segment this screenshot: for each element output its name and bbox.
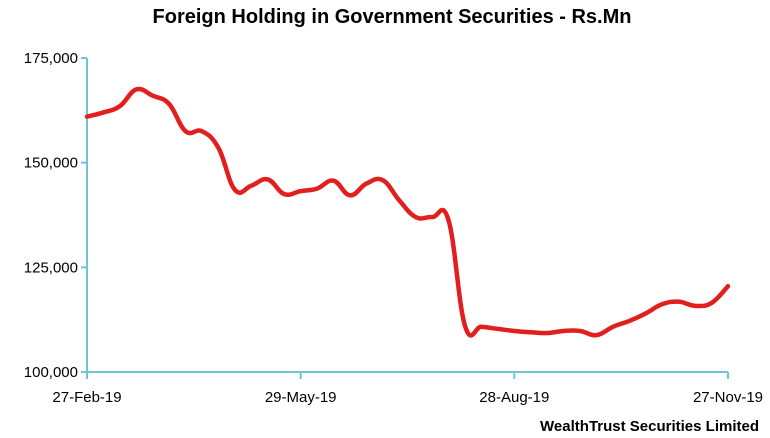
x-tick-label: 27-Feb-19: [52, 389, 121, 406]
x-tick-label: 29-May-19: [265, 389, 337, 406]
series-line: [84, 86, 731, 338]
y-tick-label: 175,000: [24, 50, 78, 67]
x-tick-label: 28-Aug-19: [479, 389, 549, 406]
y-tick-label: 125,000: [24, 259, 78, 276]
x-tick-label: 27-Nov-19: [693, 389, 763, 406]
y-tick-label: 100,000: [24, 364, 78, 381]
x-axis-ticks: 27-Feb-19 29-May-19 28-Aug-19 27-Nov-19: [52, 372, 763, 406]
source-label: WealthTrust Securities Limited: [540, 418, 759, 435]
y-axis-ticks: 100,000 125,000 150,000 175,000: [24, 50, 87, 381]
chart-title: Foreign Holding in Government Securities…: [153, 6, 632, 28]
y-tick-label: 150,000: [24, 155, 78, 172]
